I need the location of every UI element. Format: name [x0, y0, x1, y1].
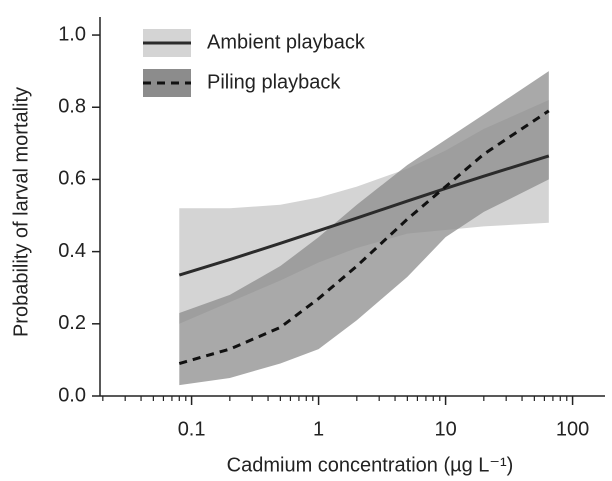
y-tick-label: 0.8: [58, 96, 86, 118]
y-tick-label: 0.6: [58, 168, 86, 190]
y-axis-label: Probability of larval mortality: [10, 87, 32, 337]
x-tick-label: 0.1: [178, 418, 206, 440]
x-tick-label: 1: [313, 418, 324, 440]
x-tick-label: 10: [434, 418, 456, 440]
y-tick-label: 0.4: [58, 240, 86, 262]
x-axis-label: Cadmium concentration (µg L⁻¹): [227, 454, 514, 476]
line: [178, 109, 550, 365]
confidence-band: [179, 71, 549, 386]
legend-label: Piling playback: [207, 71, 341, 93]
x-tick-label: 100: [556, 418, 589, 440]
y-tick-label: 0.2: [58, 312, 86, 334]
y-tick-label: 1.0: [58, 23, 86, 45]
line: [178, 154, 550, 277]
legend-label: Ambient playback: [207, 31, 366, 53]
y-tick-label: 0.0: [58, 384, 86, 406]
